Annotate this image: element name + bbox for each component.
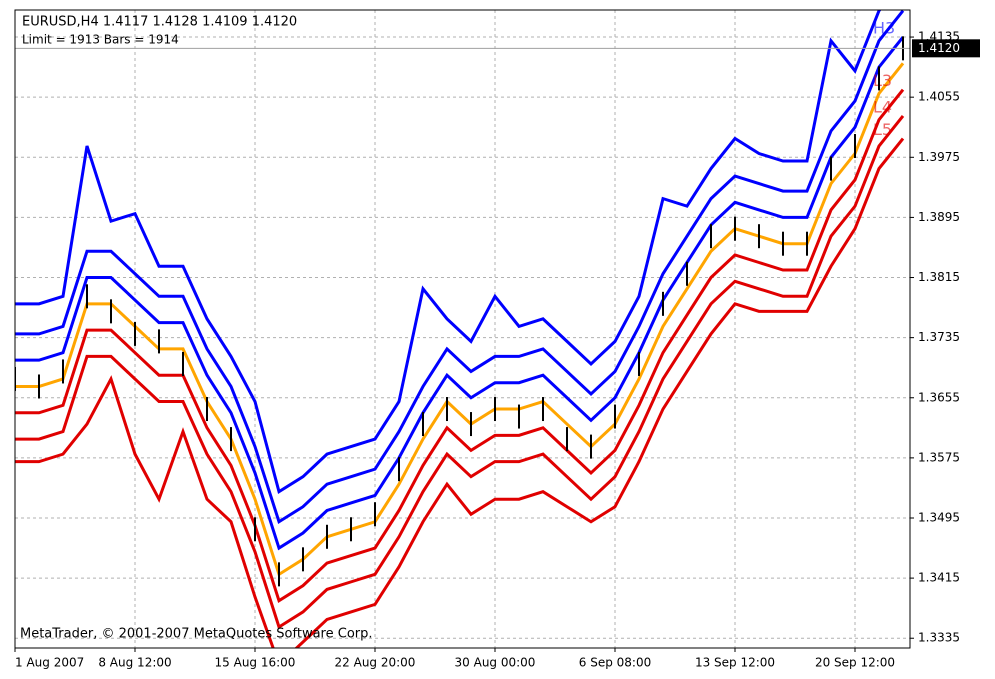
legend-label: L4 bbox=[873, 97, 892, 116]
price-bar bbox=[206, 397, 208, 422]
price-bar bbox=[806, 231, 808, 256]
plot-border bbox=[14, 9, 911, 649]
price-bar bbox=[254, 517, 256, 542]
legend-label: L3 bbox=[873, 71, 892, 90]
price-bar bbox=[830, 156, 832, 181]
x-tick-label: 1 Aug 2007 bbox=[15, 656, 84, 670]
level-line bbox=[15, 10, 905, 525]
price-bar bbox=[566, 427, 568, 452]
subheader: Limit = 1913 Bars = 1914 bbox=[22, 33, 179, 47]
price-bar bbox=[110, 299, 112, 324]
price-bar bbox=[302, 547, 304, 572]
price-bar bbox=[326, 524, 328, 549]
price-bar bbox=[710, 224, 712, 249]
header: EURUSD,H4 1.4117 1.4128 1.4109 1.4120 bbox=[22, 15, 297, 30]
price-bar bbox=[734, 216, 736, 241]
price-bar bbox=[398, 457, 400, 482]
price-bar bbox=[590, 434, 592, 459]
price-bar bbox=[542, 397, 544, 422]
y-tick-label: 1.3575 bbox=[918, 450, 960, 464]
price-bar bbox=[374, 502, 376, 527]
level-line bbox=[15, 115, 905, 630]
price-bar bbox=[638, 351, 640, 376]
level-line bbox=[15, 36, 905, 551]
x-tick-label: 8 Aug 12:00 bbox=[98, 656, 171, 670]
price-bar bbox=[470, 412, 472, 437]
price-bar bbox=[614, 404, 616, 429]
y-tick-label: 1.3335 bbox=[918, 631, 960, 645]
price-bar bbox=[422, 412, 424, 437]
level-line bbox=[15, 137, 905, 648]
legend-label: H3 bbox=[873, 19, 895, 38]
price-bar bbox=[446, 397, 448, 422]
x-tick-label: 6 Sep 08:00 bbox=[579, 656, 651, 670]
x-tick-label: 22 Aug 20:00 bbox=[335, 656, 416, 670]
price-bar bbox=[134, 321, 136, 346]
y-tick-label: 1.3975 bbox=[918, 150, 960, 164]
price-bar bbox=[182, 351, 184, 376]
level-line bbox=[15, 88, 905, 603]
y-tick-label: 1.3735 bbox=[918, 330, 960, 344]
price-bar bbox=[158, 329, 160, 354]
price-bar bbox=[350, 517, 352, 542]
price-bar bbox=[62, 359, 64, 384]
price-bar bbox=[686, 261, 688, 286]
legend-label: H4 bbox=[873, 0, 895, 11]
price-bar bbox=[494, 397, 496, 422]
last-price-box bbox=[912, 39, 980, 58]
price-bar bbox=[782, 231, 784, 256]
legend-label: L5 bbox=[873, 120, 892, 139]
price-bar bbox=[662, 291, 664, 316]
x-tick-label: 30 Aug 00:00 bbox=[455, 656, 536, 670]
price-bar bbox=[518, 404, 520, 429]
x-tick-label: 20 Sep 12:00 bbox=[815, 656, 895, 670]
level-line bbox=[15, 62, 905, 577]
y-tick-label: 1.3815 bbox=[918, 270, 960, 284]
level-line bbox=[15, 10, 882, 495]
grid bbox=[14, 10, 910, 648]
y-tick-label: 1.4055 bbox=[918, 90, 960, 104]
price-bar bbox=[86, 284, 88, 309]
y-tick-label: 1.3415 bbox=[918, 571, 960, 585]
last-price-label: 1.4120 bbox=[918, 41, 960, 55]
y-tick-label: 1.3655 bbox=[918, 390, 960, 404]
price-bar bbox=[278, 562, 280, 587]
plot-area: H5H4H3L3L4L5 bbox=[15, 0, 910, 648]
footer: MetaTrader, © 2001-2007 MetaQuotes Softw… bbox=[20, 627, 373, 642]
price-bar bbox=[854, 134, 856, 159]
price-bar bbox=[230, 427, 232, 452]
y-tick-label: 1.3895 bbox=[918, 210, 960, 224]
x-tick-label: 13 Sep 12:00 bbox=[695, 656, 775, 670]
price-bar bbox=[878, 66, 880, 91]
y-tick-label: 1.3495 bbox=[918, 510, 960, 524]
price-bar bbox=[758, 224, 760, 249]
x-tick-label: 15 Aug 16:00 bbox=[215, 656, 296, 670]
price-bar bbox=[38, 374, 40, 399]
